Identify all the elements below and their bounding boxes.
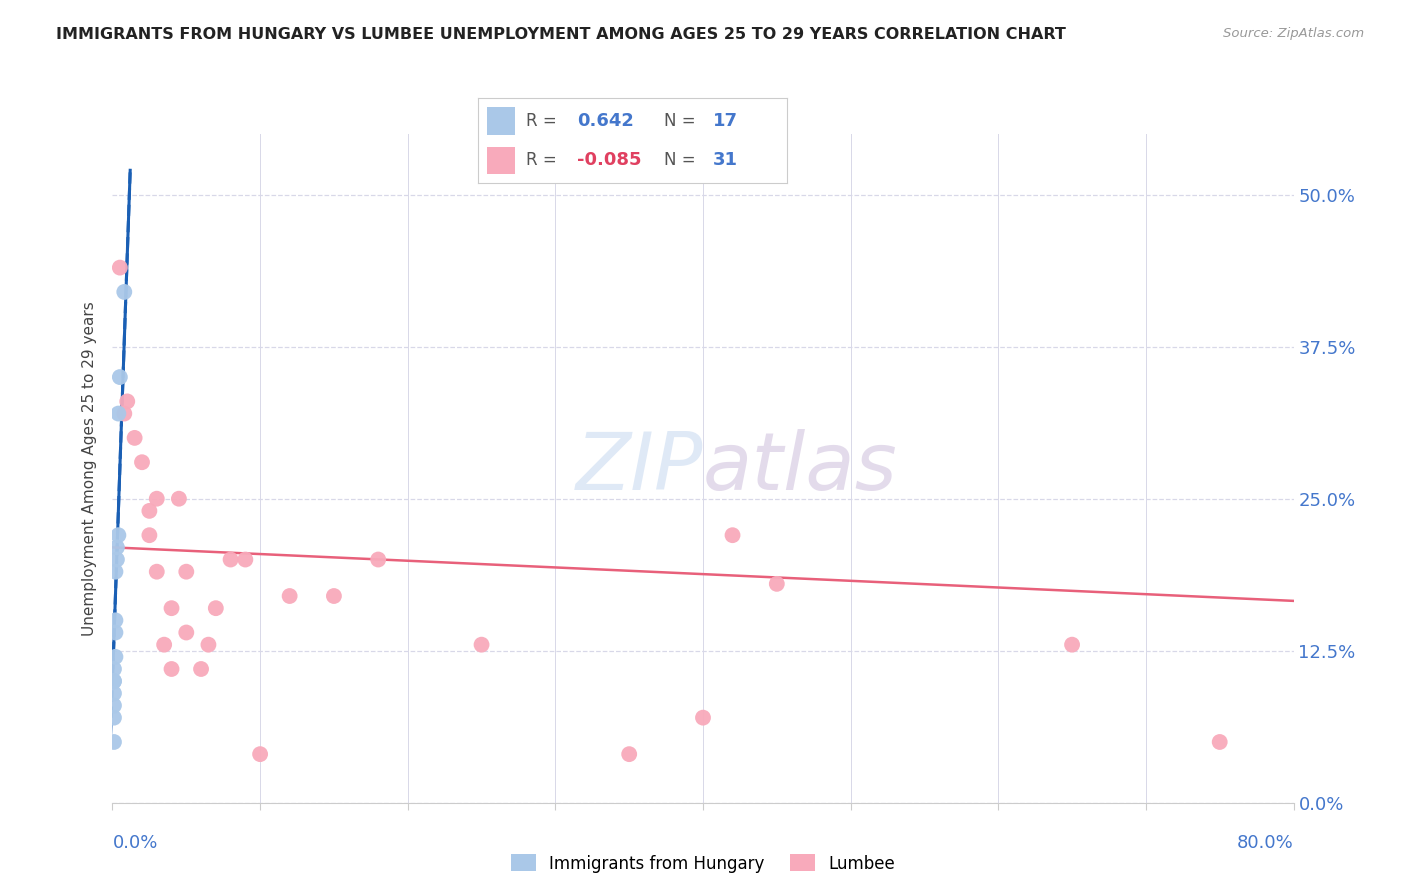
Point [692, 711, 714, 725]
Text: 0.642: 0.642 [576, 112, 634, 130]
Point [104, 625, 127, 640]
Point [619, 747, 641, 761]
Point [367, 552, 389, 566]
Point [117, 394, 138, 409]
Text: -0.085: -0.085 [576, 151, 641, 169]
Point [174, 565, 197, 579]
Point [124, 431, 146, 445]
Point [766, 577, 789, 591]
Point [104, 649, 127, 664]
Point [153, 638, 176, 652]
Point [167, 491, 190, 506]
Point [249, 747, 271, 761]
Y-axis label: Unemployment Among Ages 25 to 29 years: Unemployment Among Ages 25 to 29 years [82, 301, 97, 636]
Point [131, 455, 153, 469]
Point [323, 589, 346, 603]
Point [190, 662, 212, 676]
Point [105, 541, 128, 555]
Point [112, 285, 135, 299]
Text: 80.0%: 80.0% [1237, 834, 1294, 852]
Point [104, 565, 127, 579]
Text: IMMIGRANTS FROM HUNGARY VS LUMBEE UNEMPLOYMENT AMONG AGES 25 TO 29 YEARS CORRELA: IMMIGRANTS FROM HUNGARY VS LUMBEE UNEMPL… [56, 27, 1066, 42]
Text: ZIP: ZIP [575, 429, 703, 508]
Point [103, 686, 125, 700]
Text: R =: R = [526, 112, 557, 130]
Bar [488, 107, 515, 135]
Point [233, 552, 256, 566]
Point [103, 674, 125, 689]
Point [103, 698, 125, 713]
Bar [488, 147, 515, 175]
Point [107, 528, 129, 542]
Point [108, 260, 131, 275]
Point [278, 589, 301, 603]
Point [1208, 735, 1232, 749]
Point [219, 552, 242, 566]
Point [105, 552, 128, 566]
Point [104, 613, 127, 627]
Point [112, 407, 135, 421]
Text: 31: 31 [713, 151, 738, 169]
Text: N =: N = [664, 112, 695, 130]
Text: Source: ZipAtlas.com: Source: ZipAtlas.com [1223, 27, 1364, 40]
Point [107, 407, 129, 421]
Point [205, 601, 228, 615]
Text: 0.0%: 0.0% [112, 834, 157, 852]
Point [103, 711, 125, 725]
Point [721, 528, 744, 542]
Point [103, 662, 125, 676]
Point [138, 504, 160, 518]
Point [160, 662, 183, 676]
Text: 17: 17 [713, 112, 738, 130]
Text: N =: N = [664, 151, 695, 169]
Point [174, 625, 197, 640]
Point [197, 638, 219, 652]
Point [1062, 638, 1084, 652]
Point [103, 735, 125, 749]
Point [146, 491, 169, 506]
Point [103, 674, 125, 689]
Text: R =: R = [526, 151, 557, 169]
Text: atlas: atlas [703, 429, 898, 508]
Point [138, 528, 160, 542]
Point [146, 565, 169, 579]
Point [108, 370, 131, 384]
Point [160, 601, 183, 615]
Point [470, 638, 494, 652]
Legend: Immigrants from Hungary, Lumbee: Immigrants from Hungary, Lumbee [505, 847, 901, 880]
